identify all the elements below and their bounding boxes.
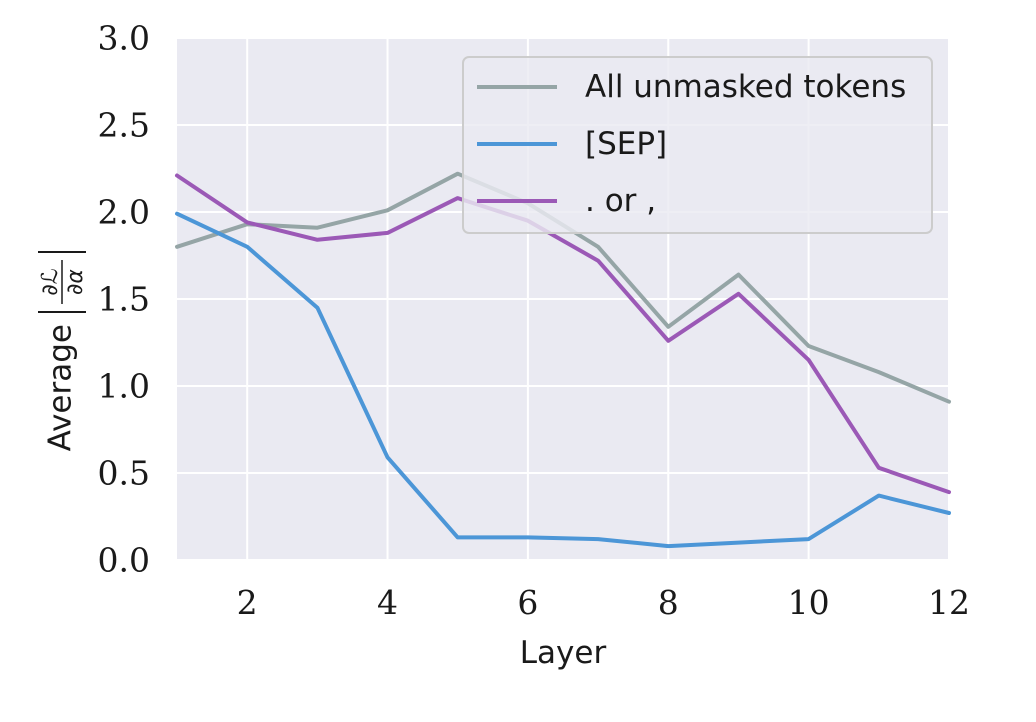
legend-box bbox=[462, 56, 933, 234]
legend: All unmasked tokens [SEP] . or , bbox=[462, 56, 933, 234]
y-tick-label: 2.0 bbox=[98, 193, 150, 232]
y-tick-label: 0.5 bbox=[98, 454, 150, 493]
y-tick-label: 1.0 bbox=[98, 367, 150, 406]
y-axis-label-numerator: ∂ℒ bbox=[38, 268, 63, 295]
y-tick-label: 1.5 bbox=[98, 280, 150, 319]
x-axis-label: Layer bbox=[520, 635, 607, 671]
x-tick-label: 12 bbox=[928, 583, 970, 622]
x-tick-label: 6 bbox=[517, 583, 538, 622]
legend-label: . or , bbox=[585, 183, 656, 219]
x-tick-label: 2 bbox=[237, 583, 258, 622]
y-axis-label-denominator: ∂α bbox=[63, 269, 88, 295]
legend-label: All unmasked tokens bbox=[585, 69, 906, 105]
series-line-2 bbox=[175, 211, 951, 549]
x-tick-label: 10 bbox=[788, 583, 830, 622]
x-tick-label: 4 bbox=[377, 583, 398, 622]
grid bbox=[177, 37, 950, 561]
y-tick-label: 2.5 bbox=[98, 106, 150, 145]
y-tick-label: 3.0 bbox=[98, 19, 150, 58]
legend-label: [SEP] bbox=[585, 126, 667, 162]
x-tick-label: 8 bbox=[658, 583, 679, 622]
x-axis-ticks: 2 4 6 8 10 12 bbox=[237, 583, 970, 622]
y-axis-ticks: 0.0 0.5 1.0 1.5 2.0 2.5 3.0 bbox=[98, 19, 150, 580]
y-axis-label: Average ∂ℒ ∂α bbox=[38, 251, 88, 451]
series-line-3 bbox=[175, 173, 951, 495]
y-tick-label: 0.0 bbox=[98, 541, 150, 580]
y-axis-label-prefix: Average bbox=[43, 324, 79, 451]
